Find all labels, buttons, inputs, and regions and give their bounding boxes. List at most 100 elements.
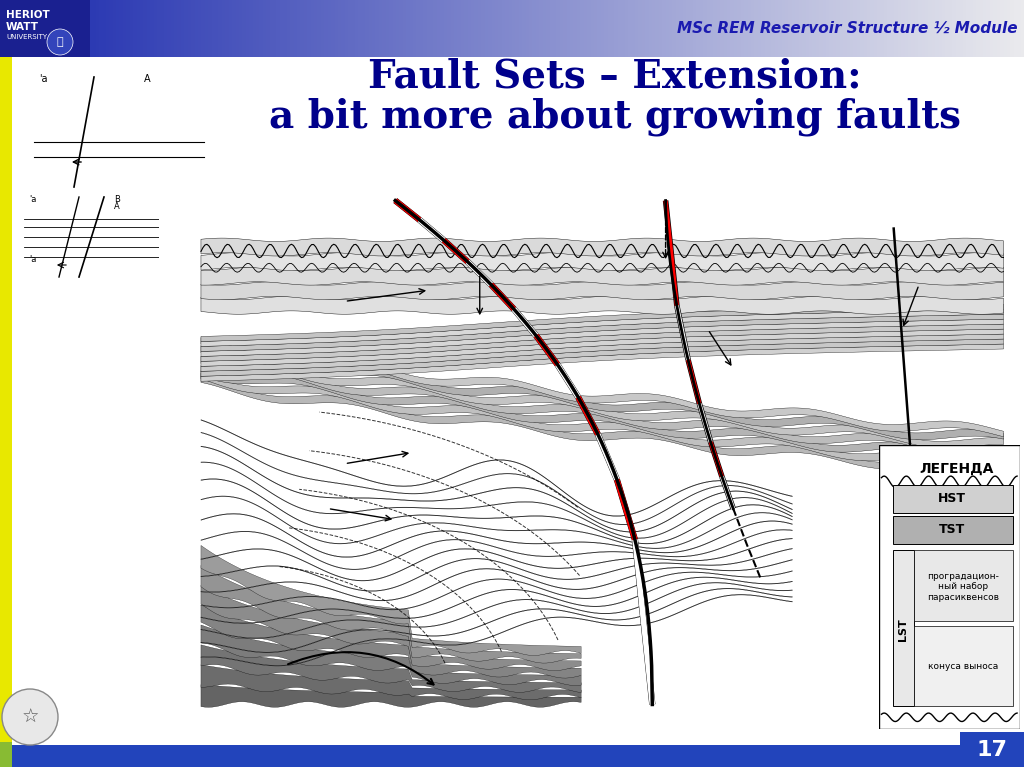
Bar bbox=[437, 0, 441, 57]
Bar bbox=[591, 0, 595, 57]
Bar bbox=[996, 0, 1001, 57]
Bar bbox=[894, 0, 899, 57]
Polygon shape bbox=[201, 529, 793, 570]
Bar bbox=[413, 0, 418, 57]
Bar bbox=[143, 0, 147, 57]
Bar bbox=[707, 0, 711, 57]
Bar bbox=[961, 732, 1024, 767]
Bar bbox=[505, 0, 510, 57]
Bar bbox=[546, 0, 551, 57]
Bar bbox=[553, 0, 557, 57]
Bar bbox=[51, 0, 55, 57]
Bar bbox=[796, 0, 800, 57]
Bar bbox=[847, 0, 851, 57]
Bar bbox=[577, 0, 582, 57]
Bar bbox=[635, 0, 639, 57]
Bar bbox=[440, 0, 444, 57]
Bar bbox=[669, 0, 674, 57]
Bar bbox=[351, 0, 356, 57]
Bar bbox=[338, 0, 342, 57]
Bar bbox=[819, 0, 823, 57]
Text: 'a: 'a bbox=[39, 74, 47, 84]
Bar bbox=[625, 0, 629, 57]
Text: Массивные песча-
нистые отложения
глубоководных дельт: Массивные песча- нистые отложения глубок… bbox=[465, 497, 586, 530]
Bar bbox=[161, 0, 165, 57]
Bar bbox=[829, 0, 834, 57]
Text: MSc REM Reservoir Structure ½ Module: MSc REM Reservoir Structure ½ Module bbox=[677, 21, 1018, 35]
Text: a bit more about growing faults: a bit more about growing faults bbox=[269, 97, 961, 137]
Text: Поверхность максималь-
ного затопления (mfs):
обильная и разнообраз-
ная фауна в: Поверхность максималь- ного затопления (… bbox=[375, 257, 513, 314]
Bar bbox=[379, 0, 383, 57]
Text: Комплекс заполнения
врезанных долин и/или
эстуариев: Комплекс заполнения врезанных долин и/ил… bbox=[820, 337, 950, 370]
Polygon shape bbox=[201, 577, 793, 624]
Bar bbox=[69, 0, 73, 57]
Bar bbox=[587, 0, 592, 57]
Bar bbox=[402, 0, 408, 57]
Bar bbox=[307, 0, 311, 57]
Bar bbox=[942, 0, 946, 57]
Bar bbox=[775, 0, 779, 57]
Polygon shape bbox=[201, 252, 1004, 271]
Bar bbox=[471, 0, 475, 57]
Bar bbox=[133, 0, 137, 57]
Text: Турбидитные отложения:
(а) алевролиты и песчаники
русловых ложбин
(б) распластыв: Турбидитные отложения: (а) алевролиты и … bbox=[618, 422, 774, 502]
Bar bbox=[495, 0, 500, 57]
Bar bbox=[202, 0, 206, 57]
Bar bbox=[304, 0, 308, 57]
Bar bbox=[24, 0, 29, 57]
Bar bbox=[75, 0, 80, 57]
Bar bbox=[703, 0, 708, 57]
Bar bbox=[294, 0, 298, 57]
Bar bbox=[581, 0, 585, 57]
Text: Синседиментационный
(drawing) листрический
сброс: увеличение мощности
отложений : Синседиментационный (drawing) листрическ… bbox=[268, 542, 430, 587]
Polygon shape bbox=[201, 565, 582, 663]
Bar bbox=[65, 0, 70, 57]
Bar bbox=[611, 0, 615, 57]
Bar bbox=[443, 0, 449, 57]
Bar bbox=[181, 0, 185, 57]
Polygon shape bbox=[201, 433, 793, 525]
Polygon shape bbox=[201, 334, 1004, 371]
Bar bbox=[389, 0, 393, 57]
Bar bbox=[297, 0, 301, 57]
Bar bbox=[0, 742, 12, 767]
Bar bbox=[0, 0, 4, 57]
Bar bbox=[617, 0, 623, 57]
Bar bbox=[287, 0, 291, 57]
Bar bbox=[366, 0, 370, 57]
Bar bbox=[325, 0, 329, 57]
Bar bbox=[167, 0, 172, 57]
Bar bbox=[628, 0, 633, 57]
Polygon shape bbox=[201, 545, 582, 656]
Bar bbox=[939, 0, 943, 57]
Bar bbox=[0, 745, 1024, 767]
Bar bbox=[361, 0, 367, 57]
Bar bbox=[61, 0, 66, 57]
Bar bbox=[187, 0, 193, 57]
Bar bbox=[243, 0, 247, 57]
Bar bbox=[812, 0, 817, 57]
Bar bbox=[1014, 0, 1018, 57]
Bar bbox=[355, 0, 359, 57]
Bar bbox=[976, 0, 981, 57]
Polygon shape bbox=[201, 605, 582, 678]
Bar bbox=[840, 0, 844, 57]
Bar bbox=[932, 0, 936, 57]
Bar bbox=[986, 0, 991, 57]
Bar bbox=[474, 0, 479, 57]
Bar bbox=[430, 0, 434, 57]
Bar bbox=[48, 0, 52, 57]
Bar bbox=[765, 0, 769, 57]
Text: A: A bbox=[114, 202, 120, 211]
Bar bbox=[686, 0, 690, 57]
Bar bbox=[806, 0, 810, 57]
Polygon shape bbox=[201, 329, 1004, 367]
Polygon shape bbox=[201, 371, 1004, 465]
Bar bbox=[622, 0, 626, 57]
Bar bbox=[614, 0, 618, 57]
Bar bbox=[853, 0, 858, 57]
Bar bbox=[904, 0, 909, 57]
Bar bbox=[41, 0, 45, 57]
Bar bbox=[911, 0, 915, 57]
Text: Тракт низкого
стояния (LST):
сложный комплекс
турбидитных
и оползневых
отложений: Тракт низкого стояния (LST): сложный ком… bbox=[160, 337, 266, 475]
